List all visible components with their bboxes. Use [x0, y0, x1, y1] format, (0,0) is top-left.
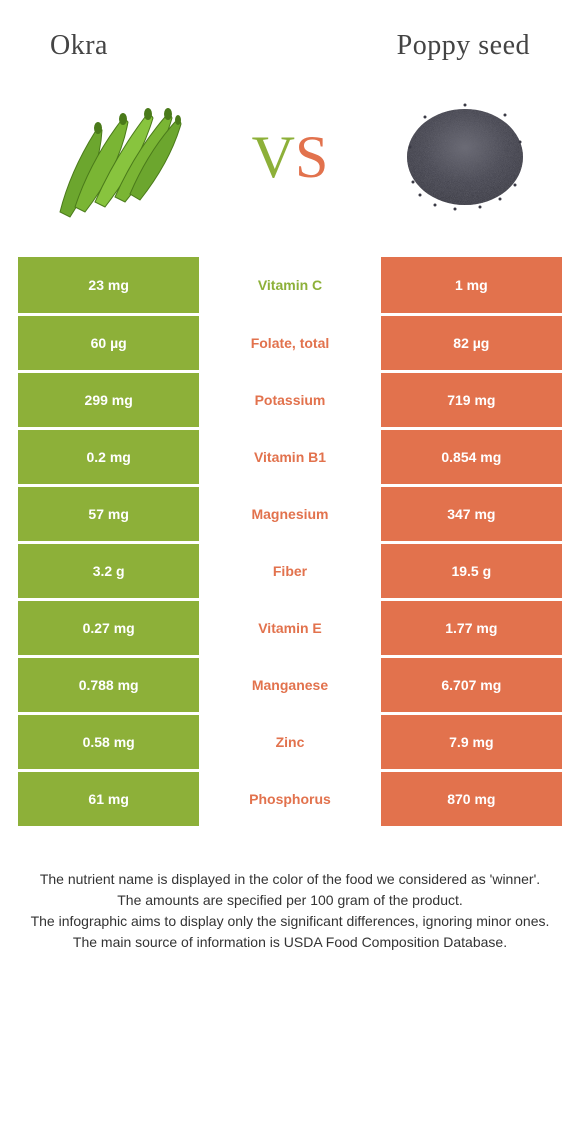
header-row: Okra Poppy seed — [0, 0, 580, 72]
left-value-cell: 61 mg — [18, 770, 199, 827]
nutrient-name-cell: Fiber — [199, 542, 380, 599]
footer-notes: The nutrient name is displayed in the co… — [0, 829, 580, 973]
right-value-cell: 347 mg — [381, 485, 562, 542]
vs-row: VS — [0, 72, 580, 257]
nutrient-name-cell: Folate, total — [199, 314, 380, 371]
nutrient-name-cell: Magnesium — [199, 485, 380, 542]
table-row: 3.2 gFiber19.5 g — [18, 542, 562, 599]
nutrient-comparison-table: 23 mgVitamin C1 mg60 µgFolate, total82 µ… — [18, 257, 562, 829]
right-value-cell: 7.9 mg — [381, 713, 562, 770]
right-value-cell: 1 mg — [381, 257, 562, 314]
left-value-cell: 0.2 mg — [18, 428, 199, 485]
footer-line: The infographic aims to display only the… — [30, 911, 550, 932]
poppy-seed-image — [390, 82, 540, 232]
right-value-cell: 719 mg — [381, 371, 562, 428]
vs-s-letter: S — [295, 124, 328, 190]
footer-line: The main source of information is USDA F… — [30, 932, 550, 953]
nutrient-name-cell: Vitamin B1 — [199, 428, 380, 485]
vs-label: VS — [252, 123, 329, 192]
table-row: 0.27 mgVitamin E1.77 mg — [18, 599, 562, 656]
vs-v-letter: V — [252, 124, 295, 190]
table-row: 60 µgFolate, total82 µg — [18, 314, 562, 371]
right-value-cell: 1.77 mg — [381, 599, 562, 656]
left-food-title: Okra — [50, 30, 108, 62]
nutrient-name-cell: Vitamin C — [199, 257, 380, 314]
right-food-title: Poppy seed — [397, 30, 530, 62]
nutrient-name-cell: Manganese — [199, 656, 380, 713]
right-value-cell: 82 µg — [381, 314, 562, 371]
left-value-cell: 299 mg — [18, 371, 199, 428]
left-value-cell: 60 µg — [18, 314, 199, 371]
left-value-cell: 0.27 mg — [18, 599, 199, 656]
right-value-cell: 870 mg — [381, 770, 562, 827]
table-row: 0.58 mgZinc7.9 mg — [18, 713, 562, 770]
table-row: 0.2 mgVitamin B10.854 mg — [18, 428, 562, 485]
footer-line: The nutrient name is displayed in the co… — [30, 869, 550, 890]
left-value-cell: 0.788 mg — [18, 656, 199, 713]
footer-line: The amounts are specified per 100 gram o… — [30, 890, 550, 911]
table-row: 23 mgVitamin C1 mg — [18, 257, 562, 314]
nutrient-name-cell: Phosphorus — [199, 770, 380, 827]
table-row: 61 mgPhosphorus870 mg — [18, 770, 562, 827]
right-value-cell: 6.707 mg — [381, 656, 562, 713]
nutrient-name-cell: Zinc — [199, 713, 380, 770]
left-value-cell: 3.2 g — [18, 542, 199, 599]
table-row: 57 mgMagnesium347 mg — [18, 485, 562, 542]
okra-image — [40, 82, 190, 232]
table-row: 0.788 mgManganese6.707 mg — [18, 656, 562, 713]
table-row: 299 mgPotassium719 mg — [18, 371, 562, 428]
left-value-cell: 0.58 mg — [18, 713, 199, 770]
left-value-cell: 57 mg — [18, 485, 199, 542]
right-value-cell: 19.5 g — [381, 542, 562, 599]
right-value-cell: 0.854 mg — [381, 428, 562, 485]
nutrient-name-cell: Potassium — [199, 371, 380, 428]
nutrient-name-cell: Vitamin E — [199, 599, 380, 656]
left-value-cell: 23 mg — [18, 257, 199, 314]
